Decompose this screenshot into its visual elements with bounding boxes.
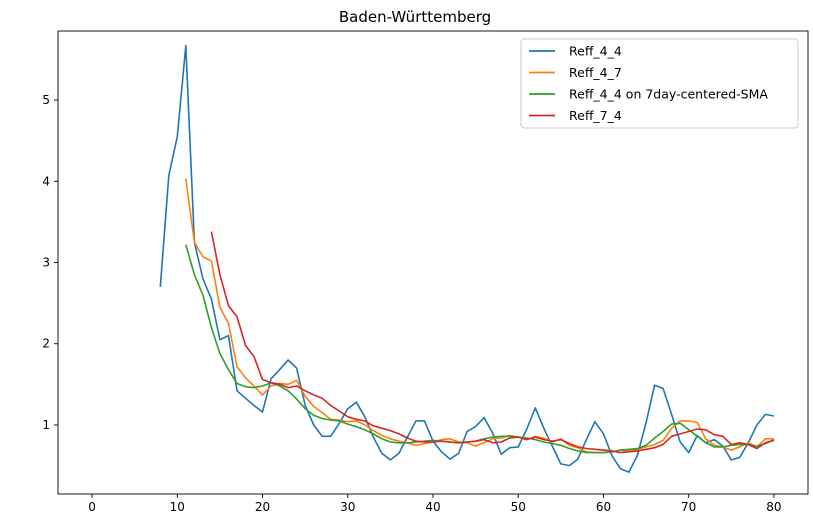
x-tick-label: 20 <box>255 500 270 514</box>
y-tick-label: 2 <box>42 337 50 351</box>
series-line-4 <box>210 231 775 454</box>
x-tick-label: 80 <box>766 500 781 514</box>
x-tick-label: 70 <box>681 500 696 514</box>
x-tick-label: 50 <box>511 500 526 514</box>
series-line-1 <box>159 44 775 473</box>
y-tick-label: 3 <box>42 256 50 270</box>
plot-area: 0 10 20 30 40 50 60 70 80 1 2 3 4 5 Reff_4_4 Reff_4_7 Re… <box>42 30 809 514</box>
x-tick-label: 60 <box>596 500 611 514</box>
legend-box <box>520 38 799 129</box>
series-line-2 <box>185 178 774 454</box>
legend-label-4: Reff_7_4 <box>569 108 622 123</box>
x-tick-label: 10 <box>170 500 185 514</box>
x-tick-label: 40 <box>425 500 440 514</box>
y-tick-label: 5 <box>42 93 50 107</box>
y-tick-label: 4 <box>42 174 50 188</box>
x-tick-label: 30 <box>340 500 355 514</box>
legend-label-1: Reff_4_4 <box>569 44 622 59</box>
y-tick-label: 1 <box>42 418 50 432</box>
chart-title: Baden-Württemberg <box>339 8 491 26</box>
legend-label-3: Reff_4_4 on 7day-centered-SMA <box>569 87 768 102</box>
legend-label-2: Reff_4_7 <box>569 65 622 80</box>
x-tick-label: 0 <box>88 500 96 514</box>
